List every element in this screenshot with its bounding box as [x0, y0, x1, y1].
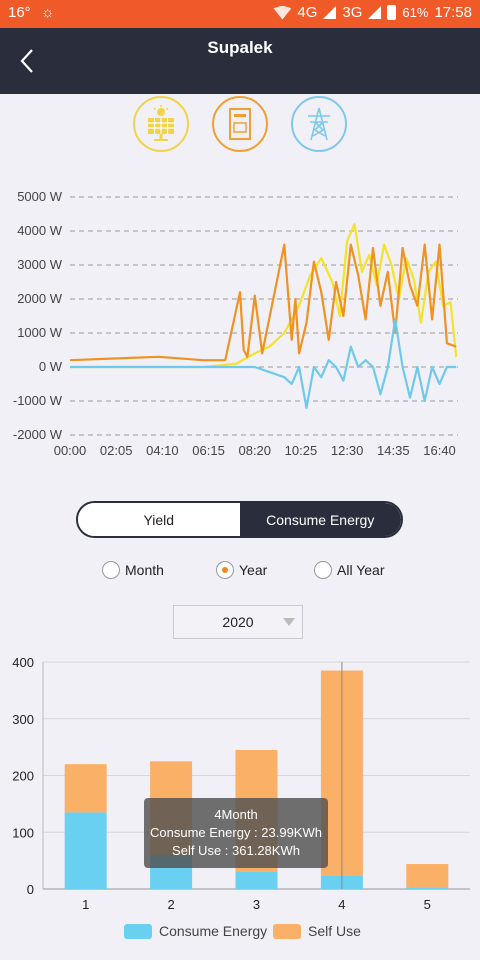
y-tick-label: 4000 W: [17, 223, 63, 238]
mode-toggle: Yield Consume Energy: [76, 501, 403, 538]
tooltip-consume: Consume Energy : 23.99KWh: [150, 825, 322, 840]
app-header: Supalek: [0, 28, 480, 94]
y-tick-label: 5000 W: [17, 189, 63, 204]
battery-level: 61%: [402, 5, 429, 20]
tab-consume-energy[interactable]: Consume Energy: [239, 503, 401, 536]
solar-panel-icon: [148, 105, 174, 141]
chart-tooltip: 4Month Consume Energy : 23.99KWh Self Us…: [144, 798, 328, 868]
y-tick-label: 100: [12, 825, 34, 840]
weather-icon: ☼: [40, 4, 55, 21]
network-3g: 3G: [342, 4, 363, 21]
y-tick-label: 200: [12, 769, 34, 784]
signal-icon: [368, 6, 382, 19]
period-radio-group: Month Year All Year: [0, 561, 480, 583]
power-tower-icon: [308, 107, 330, 141]
y-tick-label: 2000 W: [17, 291, 63, 306]
legend-self-use[interactable]: Self Use: [273, 923, 361, 939]
network-4g: 4G: [297, 4, 318, 21]
clock: 17:58: [434, 4, 472, 21]
tooltip-title: 4Month: [214, 807, 258, 822]
inverter-icon: [229, 108, 251, 140]
radio-all-year-label: All Year: [337, 562, 385, 578]
y-tick-label: 1000 W: [17, 325, 63, 340]
grid-series-line: [70, 318, 457, 409]
radio-button-icon: [314, 561, 332, 579]
x-tick-label: 4: [338, 897, 345, 912]
year-dropdown[interactable]: 2020: [173, 605, 303, 639]
dropdown-caret-icon: [283, 618, 295, 626]
bar-consume-energy[interactable]: [64, 812, 107, 889]
tab-yield[interactable]: Yield: [78, 503, 240, 536]
y-tick-label: 300: [12, 712, 34, 727]
x-tick-label: 14:35: [377, 443, 410, 458]
y-tick-label: 400: [12, 655, 34, 670]
status-bar: 16° ☼ 4G 3G 61% 17:58: [0, 0, 480, 28]
y-tick-label: 3000 W: [17, 257, 63, 272]
wifi-icon: [273, 5, 292, 20]
back-arrow-icon[interactable]: [16, 46, 46, 76]
legend-label: Consume Energy: [159, 923, 268, 939]
legend-swatch: [124, 923, 152, 939]
y-tick-label: -1000 W: [13, 393, 63, 408]
solar-panel-button[interactable]: [133, 96, 189, 152]
radio-month-label: Month: [125, 562, 164, 578]
x-tick-label: 02:05: [100, 443, 133, 458]
y-tick-label: -2000 W: [13, 427, 63, 442]
page-title: Supalek: [207, 38, 273, 57]
bar-self-use[interactable]: [64, 764, 107, 813]
radio-year-label: Year: [239, 562, 268, 578]
radio-year[interactable]: Year: [216, 561, 267, 579]
x-tick-label: 06:15: [192, 443, 225, 458]
consume-series-line: [69, 243, 457, 362]
tooltip-self-use: Self Use : 361.28KWh: [172, 843, 300, 858]
power-line-chart: 5000 W 4000 W 3000 W 2000 W 1000 W 0 W -1000 W…: [13, 189, 458, 458]
legend-label: Self Use: [308, 923, 361, 939]
x-tick-label: 2: [167, 897, 174, 912]
radio-button-icon: [216, 561, 234, 579]
yield-series-line: [70, 223, 458, 369]
bar-consume-energy[interactable]: [406, 887, 449, 889]
y-tick-label: 0: [27, 882, 34, 897]
y-tick-label: 0 W: [39, 359, 63, 374]
x-tick-label: 00:00: [54, 443, 87, 458]
monthly-bar-chart: 0 100 200 300 400 1 2 3 4 5: [12, 655, 470, 912]
x-tick-label: 08:20: [238, 443, 271, 458]
x-tick-label: 12:30: [331, 443, 364, 458]
x-tick-label: 04:10: [146, 443, 179, 458]
battery-icon: [387, 5, 397, 20]
legend-consume-energy[interactable]: Consume Energy: [124, 923, 267, 939]
signal-icon: [323, 6, 337, 19]
chart-legend: Consume Energy Self Use: [0, 923, 480, 943]
x-tick-label: 3: [253, 897, 260, 912]
legend-swatch: [273, 923, 301, 939]
temperature: 16°: [8, 4, 31, 21]
radio-month[interactable]: Month: [102, 561, 164, 579]
bar-self-use[interactable]: [406, 864, 449, 888]
device-icons: [0, 96, 480, 156]
grid-button[interactable]: [291, 96, 347, 152]
bar-consume-energy[interactable]: [235, 871, 278, 889]
year-value: 2020: [222, 614, 254, 630]
x-tick-label: 10:25: [285, 443, 318, 458]
radio-all-year[interactable]: All Year: [314, 561, 384, 579]
inverter-button[interactable]: [212, 96, 268, 152]
x-tick-label: 5: [424, 897, 431, 912]
x-tick-label: 1: [82, 897, 89, 912]
radio-button-icon: [102, 561, 120, 579]
x-tick-label: 16:40: [423, 443, 456, 458]
